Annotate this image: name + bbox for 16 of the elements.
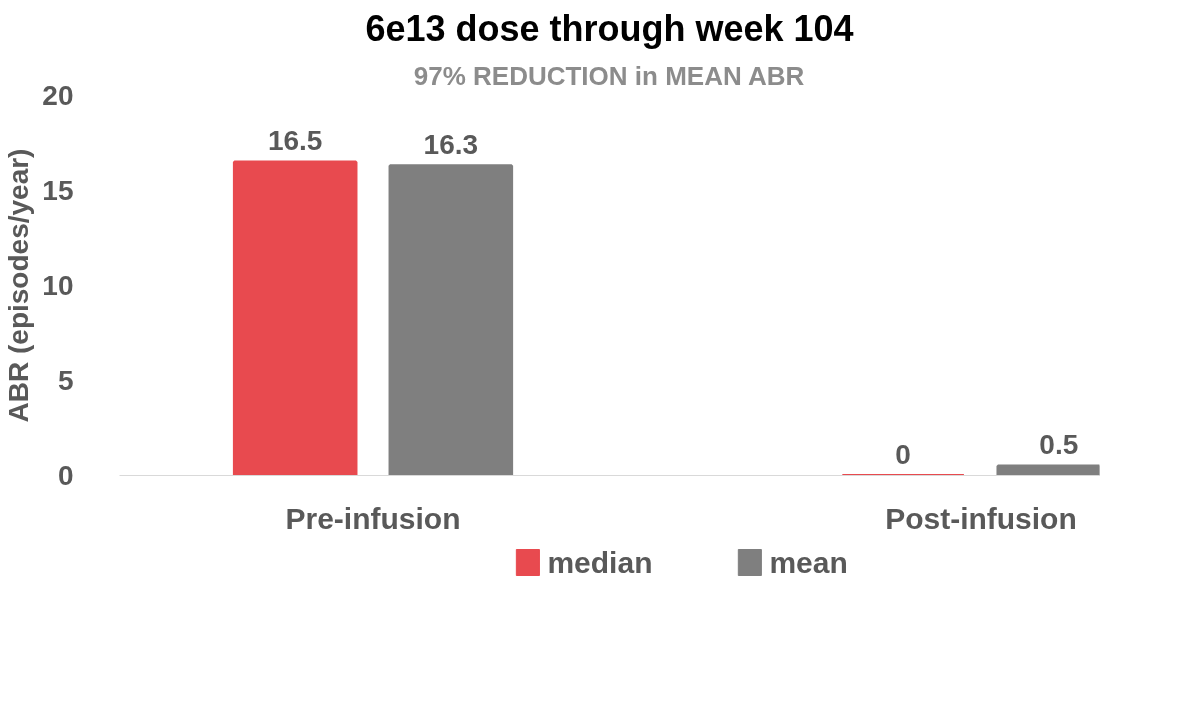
data-label: 16.5	[267, 125, 323, 156]
y-tick-label: 20	[42, 80, 74, 111]
y-tick-label: 10	[42, 270, 74, 301]
x-tick-label: Pre-infusion	[285, 501, 461, 535]
legend-label: median	[547, 546, 653, 579]
y-tick-label: 0	[57, 460, 74, 491]
legend-label: mean	[769, 546, 848, 579]
data-label: 16.3	[423, 128, 479, 160]
y-axis-title: ABR (episodes/year)	[3, 148, 35, 423]
data-label: 0	[895, 438, 911, 470]
y-tick-label: 5	[57, 365, 74, 396]
y-tick-label: 15	[42, 175, 74, 206]
x-tick-label: Post-infusion	[885, 501, 1077, 535]
chart-title: 6e13 dose through week 104	[365, 7, 854, 49]
chart-subtitle: 97% REDUCTION in MEAN ABR	[413, 60, 805, 91]
data-label: 0.5	[1039, 429, 1079, 460]
